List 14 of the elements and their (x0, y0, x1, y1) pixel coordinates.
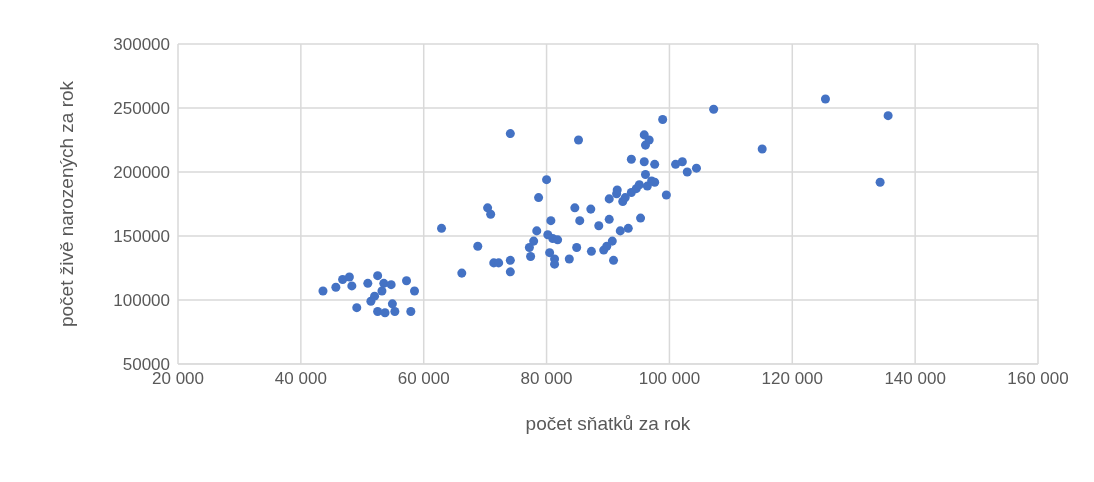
x-tick-label: 140 000 (884, 369, 946, 389)
y-tick-label: 200000 (113, 163, 170, 183)
x-tick-label: 120 000 (761, 369, 824, 389)
x-tick-label: 80 000 (520, 369, 573, 389)
x-tick-label: 40 000 (274, 369, 327, 389)
y-tick-label: 100000 (113, 291, 170, 311)
y-tick-label: 150000 (113, 227, 170, 247)
x-tick-label: 60 000 (397, 369, 450, 389)
x-tick-label: 100 000 (638, 369, 701, 389)
x-tick-label: 160 000 (1007, 369, 1069, 389)
y-tick-label: 300000 (113, 35, 170, 55)
x-axis-title: počet sňatků za rok (525, 413, 691, 434)
y-axis-title: počet živě narozených za rok (55, 80, 77, 328)
y-tick-label: 250000 (113, 99, 170, 119)
